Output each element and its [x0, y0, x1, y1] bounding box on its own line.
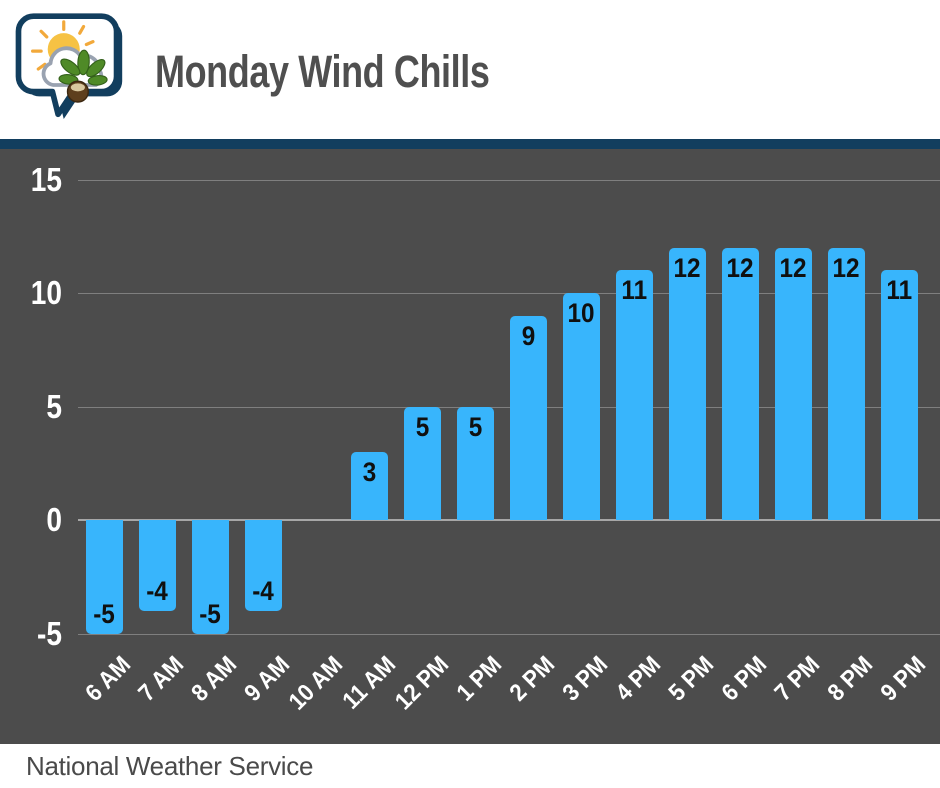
bar-value-label: 5 [468, 411, 483, 442]
bar-value-label: 11 [886, 275, 913, 306]
bar: 12 [722, 247, 759, 520]
y-tick-label: 15 [30, 160, 62, 198]
bar: 12 [669, 247, 706, 520]
accent-divider-bar [0, 139, 940, 149]
buckeye-leaf-icon [58, 49, 108, 86]
bar: 12 [775, 247, 812, 520]
bar: -5 [86, 520, 123, 634]
bar: 11 [881, 270, 918, 520]
y-tick-label: 5 [46, 387, 62, 425]
weather-logo [10, 6, 142, 132]
bar: -4 [245, 520, 282, 611]
bar-value-label: 9 [521, 320, 536, 351]
buckeye-nut-cap-icon [70, 83, 85, 92]
bar: 10 [563, 293, 600, 520]
footer: National Weather Service [0, 744, 940, 788]
bar-value-label: 11 [621, 275, 648, 306]
bar-value-label: 5 [415, 411, 430, 442]
y-tick-label: 10 [30, 274, 62, 311]
bar: 3 [351, 451, 388, 520]
gridline [78, 633, 940, 635]
page-title: Monday Wind Chills [155, 46, 490, 97]
y-tick-label: -5 [37, 614, 62, 652]
bar-value-label: -4 [146, 575, 169, 606]
bar: 5 [457, 406, 494, 520]
bar-value-label: 12 [673, 252, 702, 283]
bar-value-label: 10 [567, 298, 596, 328]
bar: -4 [139, 520, 176, 611]
header: Monday Wind Chills [0, 0, 940, 139]
gridline [78, 406, 940, 408]
bar: -5 [192, 520, 229, 634]
bar-value-label: 12 [726, 252, 755, 283]
bar-value-label: 12 [832, 252, 861, 283]
bar-value-label: 3 [362, 456, 377, 487]
bar-value-label: 12 [779, 252, 808, 283]
bar: 5 [404, 406, 441, 520]
bar-value-label: -5 [93, 598, 116, 629]
chart-area: 15 10 5 0 -5 -5 6 AM -4 7 AM -5 8 AM -4 9 AM 10 AM 3 11… [0, 149, 940, 744]
bar: 9 [510, 315, 547, 520]
sun-rays-icon [31, 20, 95, 71]
gridline [78, 519, 940, 521]
bar-value-label: -5 [199, 598, 222, 629]
bar-value-label: -4 [252, 575, 275, 606]
gridline [78, 179, 940, 181]
bar: 11 [616, 270, 653, 520]
gridline [78, 293, 940, 294]
speech-bubble-weather-icon [15, 13, 123, 119]
y-tick-label: 0 [46, 501, 62, 538]
source-attribution: National Weather Service [26, 750, 314, 781]
bar: 12 [828, 247, 865, 520]
